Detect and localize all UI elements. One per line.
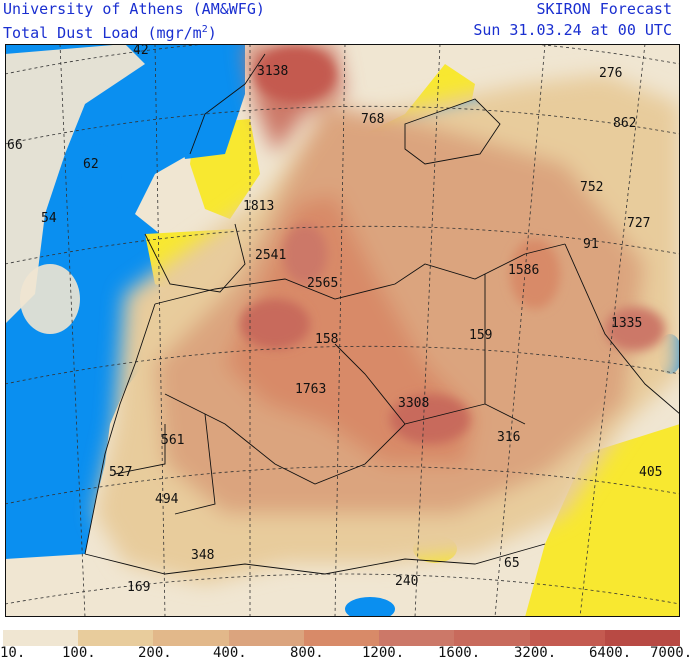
legend-tick-label: 7000.	[650, 645, 693, 661]
dust-core-chad	[390, 394, 470, 444]
ocean-dust-patch-3	[20, 264, 80, 334]
legend-tick-label: 6400.	[589, 645, 632, 661]
color-legend	[3, 630, 680, 646]
map-value-label: 240	[395, 574, 418, 589]
map-value-label: 3138	[257, 64, 288, 79]
dust-core-algeria	[283, 224, 327, 284]
legend-swatch	[78, 630, 154, 646]
map-value-label: 494	[155, 492, 179, 507]
header-forecast-name: SKIRON Forecast	[536, 0, 672, 18]
map-value-label: 2565	[307, 276, 338, 291]
map-value-label: 54	[41, 211, 57, 226]
legend-swatch	[529, 630, 605, 646]
dust-core-egypt	[510, 239, 560, 309]
coastlines	[84, 53, 680, 575]
map-value-label: 727	[627, 216, 650, 231]
south-blue-patch	[345, 597, 395, 617]
map-value-label: 66	[7, 138, 23, 153]
legend-tick-label: 400.	[213, 645, 247, 661]
dust-core-alps	[255, 46, 335, 102]
map-value-label: 561	[161, 433, 184, 448]
dust-core-arabia	[605, 307, 665, 351]
map-value-label: 527	[109, 465, 132, 480]
header-institution: University of Athens (AM&WFG)	[3, 0, 265, 18]
map-value-label: 158	[315, 332, 338, 347]
map-value-label: 1586	[508, 263, 539, 278]
map-value-label: 2541	[255, 248, 286, 263]
legend-tick-label: 1200.	[362, 645, 405, 661]
map-value-label: 65	[504, 556, 520, 571]
legend-tick-label: 1600.	[438, 645, 481, 661]
legend-tick-label: 100.	[62, 645, 96, 661]
map-frame	[5, 44, 680, 617]
legend-swatch	[303, 630, 380, 646]
dust-core-morocco	[240, 299, 310, 349]
legend-swatch	[604, 630, 680, 646]
map-value-label: 91	[583, 237, 599, 252]
legend-swatch	[454, 630, 530, 646]
map-value-label: 1763	[295, 382, 326, 397]
legend-swatch	[153, 630, 229, 646]
graticule	[5, 44, 680, 617]
map-value-label: 42	[133, 44, 149, 58]
map-value-label: 276	[599, 66, 622, 81]
map-value-label: 1813	[243, 199, 274, 214]
dust-load-map: 42 3138 276 768 862 66 62 752 54 1813 727 91 2541 158…	[5, 44, 680, 617]
map-value-label: 159	[469, 328, 492, 343]
legend-tick-label: 800.	[290, 645, 324, 661]
map-value-label: 62	[83, 157, 99, 172]
legend-swatch	[3, 630, 79, 646]
map-value-label: 862	[613, 116, 636, 131]
legend-tick-label: 10.	[0, 645, 26, 661]
map-value-label: 169	[127, 580, 150, 595]
map-value-label: 348	[191, 548, 214, 563]
east-africa-low-region	[525, 424, 680, 617]
header-forecast-time: Sun 31.03.24 at 00 UTC	[473, 21, 672, 39]
ocean-dust-patch	[5, 44, 145, 324]
legend-swatch	[379, 630, 455, 646]
header-variable-text: Total Dust Load (mgr/m	[3, 24, 202, 42]
header-variable: Total Dust Load (mgr/m2)	[3, 21, 217, 42]
legend-swatch	[228, 630, 304, 646]
map-value-label: 3308	[398, 396, 429, 411]
value-labels: 42 3138 276 768 862 66 62 752 54 1813 727 91 2541 158…	[7, 44, 662, 595]
dust-light-brown-region	[155, 104, 645, 514]
map-value-label: 752	[580, 180, 603, 195]
map-value-label: 316	[497, 430, 520, 445]
map-value-label: 1335	[611, 316, 642, 331]
map-value-label: 768	[361, 112, 384, 127]
legend-tick-label: 200.	[138, 645, 172, 661]
legend-tick-label: 3200.	[514, 645, 557, 661]
header-variable-close: )	[207, 24, 217, 42]
header-variable-sup: 2	[201, 24, 208, 35]
ocean-dust-patch-2	[78, 144, 122, 224]
british-isles-sea	[175, 44, 245, 159]
map-value-label: 405	[639, 465, 662, 480]
